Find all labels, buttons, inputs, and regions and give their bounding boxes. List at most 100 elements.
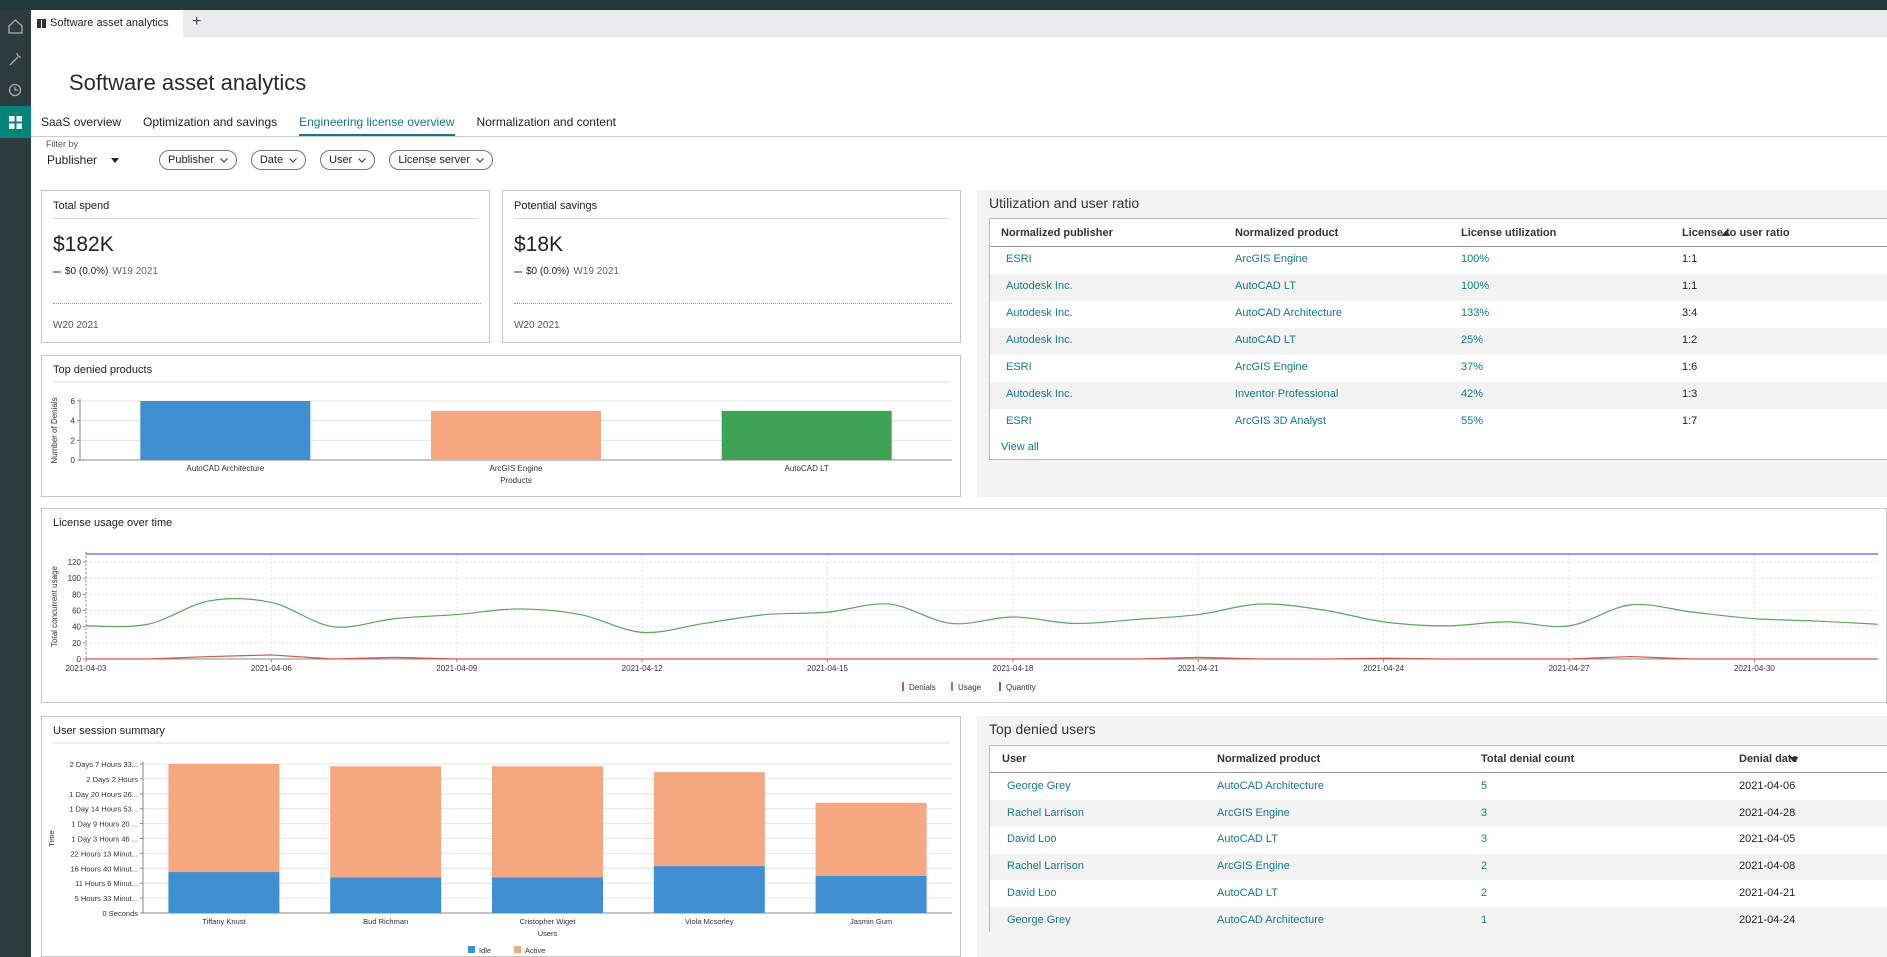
column-header[interactable]: Total denial count [1481,753,1799,765]
cell[interactable]: 25% [1461,334,1484,346]
x-tick-label: 2021-04-18 [992,664,1033,673]
cell[interactable]: Autodesk Inc. [1006,388,1073,400]
column-header[interactable]: Normalized product [1217,753,1320,765]
kpi-divider [514,218,949,219]
chart-title: License usage over time [53,517,172,529]
browser-tab[interactable]: Software asset analytics [31,10,183,37]
y-tick-label: 20 [72,639,81,648]
chip-label: User [329,154,353,166]
cell[interactable]: AutoCAD Architecture [1217,913,1324,926]
cell: 1:6 [1682,361,1698,373]
y-axis-label: Total concurrent usage [50,565,59,646]
filter-chip[interactable]: License server [389,150,493,170]
tools-icon[interactable] [7,50,24,67]
data-table: User Normalized product Total denial count… [989,745,1887,934]
cell[interactable]: AutoCAD LT [1235,334,1296,346]
x-tick-label: 2021-04-21 [1178,664,1219,673]
y-tick-label: 2 Days 7 Hours 33... [70,760,138,769]
cell[interactable]: 3 [1481,806,1488,819]
kpi-trend [53,303,481,304]
cell[interactable]: Rachel Larrison [1007,806,1085,819]
y-tick-label: 11 Hours 6 Minut... [75,879,138,888]
cell[interactable]: AutoCAD Architecture [1217,780,1324,792]
column-header-label: Total denial count [1481,753,1575,765]
kpi-dash [53,271,61,272]
legend-label: Active [525,946,545,955]
cell[interactable]: ArcGIS Engine [1217,860,1290,873]
cell[interactable]: ArcGIS 3D Analyst [1235,415,1327,427]
cell[interactable]: David Loo [1007,833,1057,846]
history-icon[interactable] [7,82,24,99]
cell[interactable]: 100% [1461,280,1490,292]
y-tick-label: 4 [71,417,76,426]
x-tick-label: AutoCAD Architecture [186,464,264,473]
cell[interactable]: ESRI [1006,361,1032,373]
bar-segment [815,802,927,876]
cell[interactable]: AutoCAD LT [1235,280,1296,292]
filter-chip[interactable]: User [320,150,376,170]
cell[interactable]: 5 [1481,780,1488,792]
nav-tab[interactable]: Engineering license overview [299,115,455,136]
cell: 1:7 [1682,415,1698,427]
cell[interactable]: Inventor Professional [1235,388,1339,400]
cell[interactable]: AutoCAD LT [1217,833,1278,846]
cell[interactable]: George Grey [1007,913,1071,926]
cell[interactable]: ESRI [1006,253,1032,265]
cell[interactable]: 1 [1481,913,1488,926]
cell[interactable]: Autodesk Inc. [1006,307,1073,319]
legend-swatch [951,682,953,691]
cell[interactable]: 2 [1481,886,1488,899]
cell[interactable]: ESRI [1006,415,1032,427]
column-header[interactable]: Denial date [1739,753,1798,765]
home-icon[interactable] [7,18,24,35]
cell[interactable]: 3 [1481,833,1488,846]
cell[interactable]: ArcGIS Engine [1235,361,1308,373]
chip-label: Publisher [168,154,214,166]
column-header[interactable]: Normalized publisher [1001,227,1113,239]
nav-tab[interactable]: Optimization and savings [143,115,278,129]
kpi-period: W19 2021 [573,266,619,277]
column-header[interactable]: Normalized product [1235,227,1338,239]
filter-chip[interactable]: Date [250,150,307,170]
filter-chips: Publisher Date User License server [159,150,493,170]
add-tab[interactable]: + [192,13,202,30]
cell[interactable]: AutoCAD Architecture [1235,307,1342,319]
kpi-title: Total spend [53,200,110,212]
y-tick-label: 60 [72,607,81,616]
page-title: Software asset analytics [69,70,307,95]
cell[interactable]: ArcGIS Engine [1217,806,1290,819]
filter-select-value: Publisher [47,153,98,167]
cell[interactable]: 100% [1461,253,1490,265]
view-all-link[interactable]: View all [1001,441,1039,453]
kpi-trend [514,303,952,304]
legend-label: Quantity [1006,683,1036,692]
cell[interactable]: Autodesk Inc. [1006,280,1073,292]
y-tick-label: 1 Day 14 Hours 53... [69,805,138,814]
cell[interactable]: AutoCAD LT [1217,886,1278,899]
column-header[interactable]: User [1002,753,1026,765]
cell[interactable]: George Grey [1007,780,1071,792]
cell[interactable]: 2 [1481,860,1488,873]
cell[interactable]: David Loo [1007,886,1057,899]
cell[interactable]: Autodesk Inc. [1006,334,1073,346]
column-header[interactable]: License utilization [1461,227,1731,239]
nav-tab[interactable]: Normalization and content [476,115,616,129]
chevron-path [289,157,297,163]
y-tick-label: 2 Days 2 Hours [86,775,138,784]
filter-select[interactable]: Publisher [47,153,120,167]
cell[interactable]: 55% [1461,415,1484,427]
filter-chip[interactable]: Publisher [159,150,237,170]
active-nav-item[interactable] [0,106,31,138]
nav-tab[interactable]: SaaS overview [41,115,122,129]
column-header[interactable]: License to user ratio [1682,227,1790,239]
cell[interactable]: ArcGIS Engine [1235,253,1308,265]
chevron [1722,230,1731,236]
cell[interactable]: 37% [1461,361,1484,373]
kpi-footer: W20 2021 [53,320,99,331]
cell[interactable]: 42% [1461,388,1484,400]
cell[interactable]: Rachel Larrison [1007,860,1085,873]
cell[interactable]: 133% [1461,307,1490,319]
panel-title: Utilization and user ratio [989,195,1140,211]
x-tick-label: ArcGIS Engine [490,464,543,473]
x-tick-label: Viola Mcsorley [685,917,734,926]
